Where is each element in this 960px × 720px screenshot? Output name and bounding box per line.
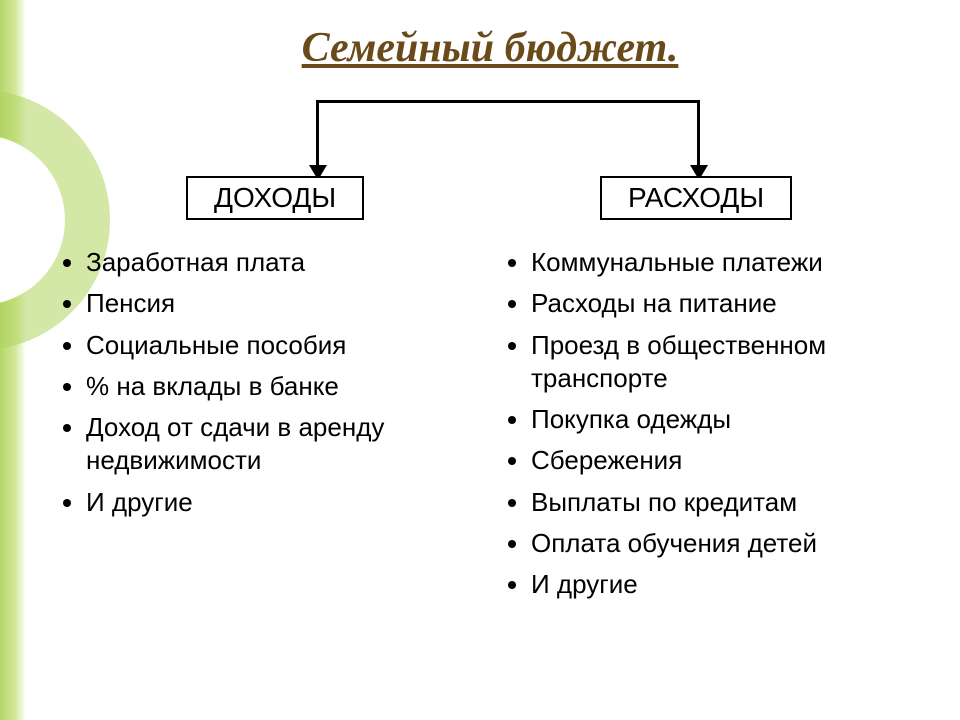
split-diagram: ДОХОДЫ РАСХОДЫ: [70, 100, 910, 218]
page-title: Семейный бюджет.: [60, 24, 920, 72]
list-item: Сбережения: [531, 444, 920, 477]
list-item: И другие: [86, 486, 475, 519]
bracket-top: [316, 100, 700, 103]
slide-content: Семейный бюджет. ДОХОДЫ РАСХОДЫ Заработн…: [0, 0, 960, 720]
list-item: Заработная плата: [86, 246, 475, 279]
columns: Заработная плата Пенсия Социальные пособия…: [60, 246, 920, 609]
list-item: И другие: [531, 568, 920, 601]
expenses-column: Коммунальные платежи Расходы на питание Пр…: [505, 246, 920, 609]
income-list: Заработная плата Пенсия Социальные пособия…: [60, 246, 475, 519]
list-item: Доход от сдачи в аренду недвижимости: [86, 411, 475, 478]
list-item: Социальные пособия: [86, 329, 475, 362]
node-income: ДОХОДЫ: [186, 176, 364, 220]
list-item: Пенсия: [86, 287, 475, 320]
bracket-right: [697, 100, 700, 170]
list-item: Оплата обучения детей: [531, 527, 920, 560]
node-expenses: РАСХОДЫ: [600, 176, 792, 220]
income-column: Заработная плата Пенсия Социальные пособия…: [60, 246, 475, 609]
list-item: Покупка одежды: [531, 403, 920, 436]
list-item: Коммунальные платежи: [531, 246, 920, 279]
expenses-list: Коммунальные платежи Расходы на питание Пр…: [505, 246, 920, 601]
bracket-left: [316, 100, 319, 170]
list-item: % на вклады в банке: [86, 370, 475, 403]
list-item: Проезд в общественном транспорте: [531, 329, 920, 396]
list-item: Выплаты по кредитам: [531, 486, 920, 519]
list-item: Расходы на питание: [531, 287, 920, 320]
